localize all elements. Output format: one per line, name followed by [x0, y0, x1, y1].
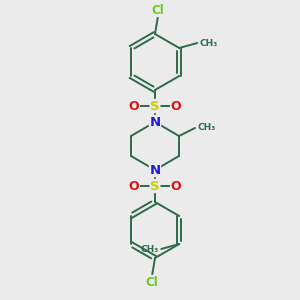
Text: CH₃: CH₃ — [199, 38, 218, 47]
Text: N: N — [149, 116, 161, 128]
Text: N: N — [149, 164, 161, 176]
Text: O: O — [129, 100, 139, 112]
Text: CH₃: CH₃ — [197, 124, 215, 133]
Text: O: O — [171, 100, 181, 112]
Text: O: O — [171, 179, 181, 193]
Text: Cl: Cl — [146, 275, 158, 289]
Text: S: S — [150, 100, 160, 112]
Text: S: S — [150, 179, 160, 193]
Text: O: O — [129, 179, 139, 193]
Text: Cl: Cl — [152, 4, 164, 16]
Text: CH₃: CH₃ — [141, 244, 159, 253]
